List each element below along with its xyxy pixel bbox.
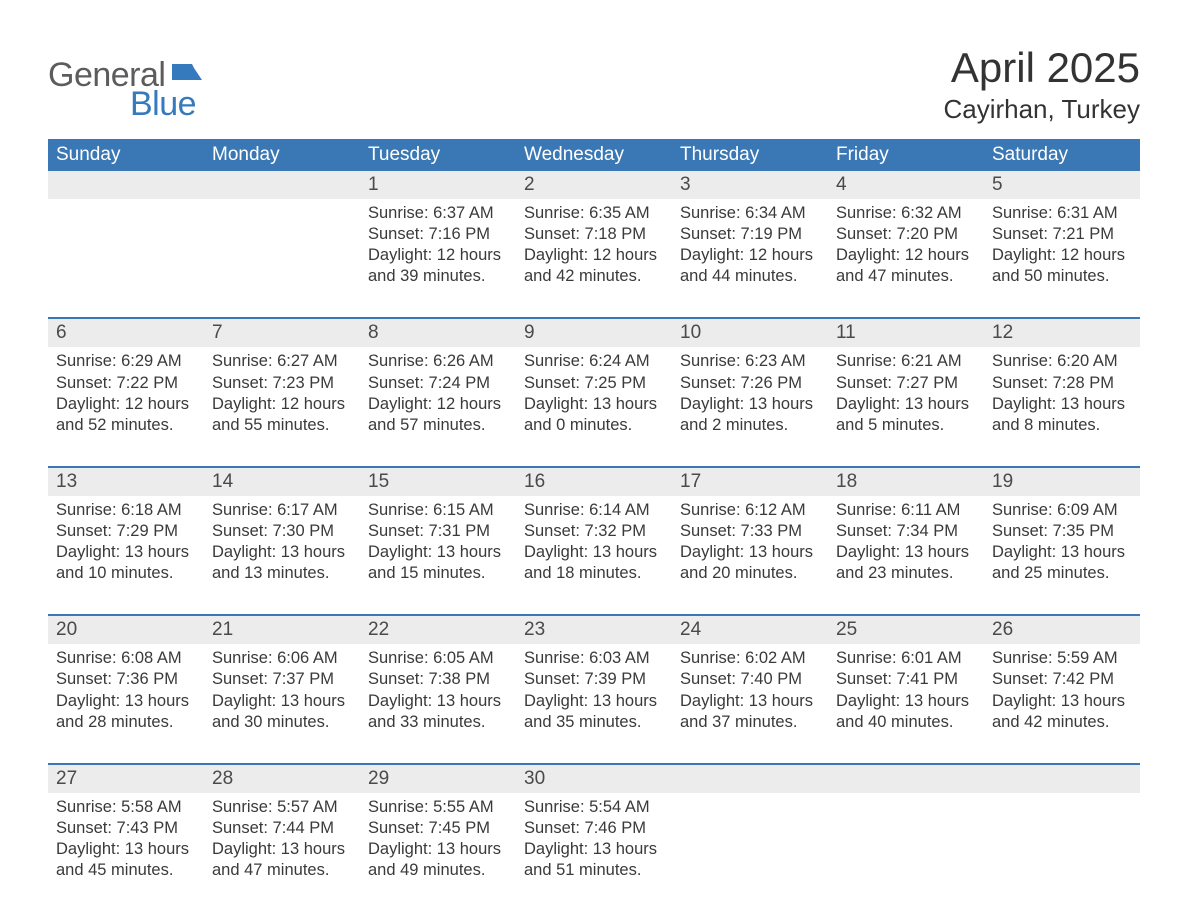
day-content-cell: Sunrise: 5:55 AMSunset: 7:45 PMDaylight:…	[360, 793, 516, 901]
day-number-cell: 3	[672, 171, 828, 199]
day-number-cell: 24	[672, 615, 828, 644]
day-content-cell: Sunrise: 6:17 AMSunset: 7:30 PMDaylight:…	[204, 496, 360, 615]
day-number-cell: 22	[360, 615, 516, 644]
day-number-cell: 11	[828, 318, 984, 347]
day-content-row: Sunrise: 5:58 AMSunset: 7:43 PMDaylight:…	[48, 793, 1140, 901]
day-number-cell: 26	[984, 615, 1140, 644]
day-number-cell: 19	[984, 467, 1140, 496]
day-number-row: 27282930	[48, 764, 1140, 793]
day-number-cell: 15	[360, 467, 516, 496]
day-number-cell: 2	[516, 171, 672, 199]
day-content-cell: Sunrise: 6:14 AMSunset: 7:32 PMDaylight:…	[516, 496, 672, 615]
day-content-cell: Sunrise: 6:21 AMSunset: 7:27 PMDaylight:…	[828, 347, 984, 466]
day-header: Saturday	[984, 139, 1140, 171]
day-content-cell: Sunrise: 6:12 AMSunset: 7:33 PMDaylight:…	[672, 496, 828, 615]
day-content-cell: Sunrise: 6:09 AMSunset: 7:35 PMDaylight:…	[984, 496, 1140, 615]
day-content-row: Sunrise: 6:08 AMSunset: 7:36 PMDaylight:…	[48, 644, 1140, 763]
day-content-cell	[48, 199, 204, 318]
day-number-cell: 23	[516, 615, 672, 644]
day-content-cell: Sunrise: 6:27 AMSunset: 7:23 PMDaylight:…	[204, 347, 360, 466]
day-number-cell	[984, 764, 1140, 793]
day-content-cell: Sunrise: 6:18 AMSunset: 7:29 PMDaylight:…	[48, 496, 204, 615]
day-number-cell: 25	[828, 615, 984, 644]
day-number-cell: 27	[48, 764, 204, 793]
day-content-cell: Sunrise: 6:06 AMSunset: 7:37 PMDaylight:…	[204, 644, 360, 763]
day-header: Thursday	[672, 139, 828, 171]
day-content-cell: Sunrise: 6:02 AMSunset: 7:40 PMDaylight:…	[672, 644, 828, 763]
day-number-cell: 10	[672, 318, 828, 347]
day-content-cell: Sunrise: 6:20 AMSunset: 7:28 PMDaylight:…	[984, 347, 1140, 466]
day-content-cell: Sunrise: 6:11 AMSunset: 7:34 PMDaylight:…	[828, 496, 984, 615]
day-number-cell: 6	[48, 318, 204, 347]
day-number-cell: 29	[360, 764, 516, 793]
day-content-row: Sunrise: 6:18 AMSunset: 7:29 PMDaylight:…	[48, 496, 1140, 615]
day-content-cell	[204, 199, 360, 318]
day-content-cell: Sunrise: 6:35 AMSunset: 7:18 PMDaylight:…	[516, 199, 672, 318]
day-content-row: Sunrise: 6:29 AMSunset: 7:22 PMDaylight:…	[48, 347, 1140, 466]
day-number-cell: 7	[204, 318, 360, 347]
day-content-cell	[672, 793, 828, 901]
day-number-cell	[204, 171, 360, 199]
day-number-cell	[672, 764, 828, 793]
day-number-cell: 18	[828, 467, 984, 496]
day-content-cell: Sunrise: 6:01 AMSunset: 7:41 PMDaylight:…	[828, 644, 984, 763]
location: Cayirhan, Turkey	[943, 94, 1140, 125]
day-number-cell: 14	[204, 467, 360, 496]
day-header: Monday	[204, 139, 360, 171]
day-number-cell: 1	[360, 171, 516, 199]
day-header: Friday	[828, 139, 984, 171]
calendar-table: Sunday Monday Tuesday Wednesday Thursday…	[48, 139, 1140, 901]
day-number-cell	[828, 764, 984, 793]
day-number-cell: 17	[672, 467, 828, 496]
day-content-cell	[984, 793, 1140, 901]
day-content-cell: Sunrise: 6:23 AMSunset: 7:26 PMDaylight:…	[672, 347, 828, 466]
day-number-row: 13141516171819	[48, 467, 1140, 496]
day-number-cell	[48, 171, 204, 199]
day-header-row: Sunday Monday Tuesday Wednesday Thursday…	[48, 139, 1140, 171]
title-block: April 2025 Cayirhan, Turkey	[943, 44, 1140, 131]
month-title: April 2025	[943, 44, 1140, 92]
day-number-cell: 4	[828, 171, 984, 199]
day-content-cell	[828, 793, 984, 901]
day-number-cell: 5	[984, 171, 1140, 199]
logo: General Blue	[48, 44, 202, 124]
day-content-cell: Sunrise: 5:59 AMSunset: 7:42 PMDaylight:…	[984, 644, 1140, 763]
day-content-cell: Sunrise: 5:58 AMSunset: 7:43 PMDaylight:…	[48, 793, 204, 901]
day-number-row: 20212223242526	[48, 615, 1140, 644]
day-content-cell: Sunrise: 6:24 AMSunset: 7:25 PMDaylight:…	[516, 347, 672, 466]
day-content-cell: Sunrise: 6:32 AMSunset: 7:20 PMDaylight:…	[828, 199, 984, 318]
day-number-cell: 12	[984, 318, 1140, 347]
day-number-cell: 8	[360, 318, 516, 347]
day-content-cell: Sunrise: 6:15 AMSunset: 7:31 PMDaylight:…	[360, 496, 516, 615]
day-number-cell: 30	[516, 764, 672, 793]
day-number-cell: 9	[516, 318, 672, 347]
day-content-cell: Sunrise: 6:34 AMSunset: 7:19 PMDaylight:…	[672, 199, 828, 318]
day-content-row: Sunrise: 6:37 AMSunset: 7:16 PMDaylight:…	[48, 199, 1140, 318]
day-header: Sunday	[48, 139, 204, 171]
day-content-cell: Sunrise: 6:37 AMSunset: 7:16 PMDaylight:…	[360, 199, 516, 318]
day-content-cell: Sunrise: 6:08 AMSunset: 7:36 PMDaylight:…	[48, 644, 204, 763]
day-header: Wednesday	[516, 139, 672, 171]
day-number-row: 6789101112	[48, 318, 1140, 347]
day-content-cell: Sunrise: 6:29 AMSunset: 7:22 PMDaylight:…	[48, 347, 204, 466]
day-content-cell: Sunrise: 5:57 AMSunset: 7:44 PMDaylight:…	[204, 793, 360, 901]
day-content-cell: Sunrise: 6:31 AMSunset: 7:21 PMDaylight:…	[984, 199, 1140, 318]
day-content-cell: Sunrise: 5:54 AMSunset: 7:46 PMDaylight:…	[516, 793, 672, 901]
day-content-cell: Sunrise: 6:03 AMSunset: 7:39 PMDaylight:…	[516, 644, 672, 763]
day-number-cell: 13	[48, 467, 204, 496]
day-number-cell: 21	[204, 615, 360, 644]
day-number-row: 12345	[48, 171, 1140, 199]
day-content-cell: Sunrise: 6:26 AMSunset: 7:24 PMDaylight:…	[360, 347, 516, 466]
header: General Blue April 2025 Cayirhan, Turkey	[48, 44, 1140, 131]
day-header: Tuesday	[360, 139, 516, 171]
logo-word-blue: Blue	[130, 85, 202, 124]
day-content-cell: Sunrise: 6:05 AMSunset: 7:38 PMDaylight:…	[360, 644, 516, 763]
day-number-cell: 28	[204, 764, 360, 793]
day-number-cell: 20	[48, 615, 204, 644]
day-number-cell: 16	[516, 467, 672, 496]
